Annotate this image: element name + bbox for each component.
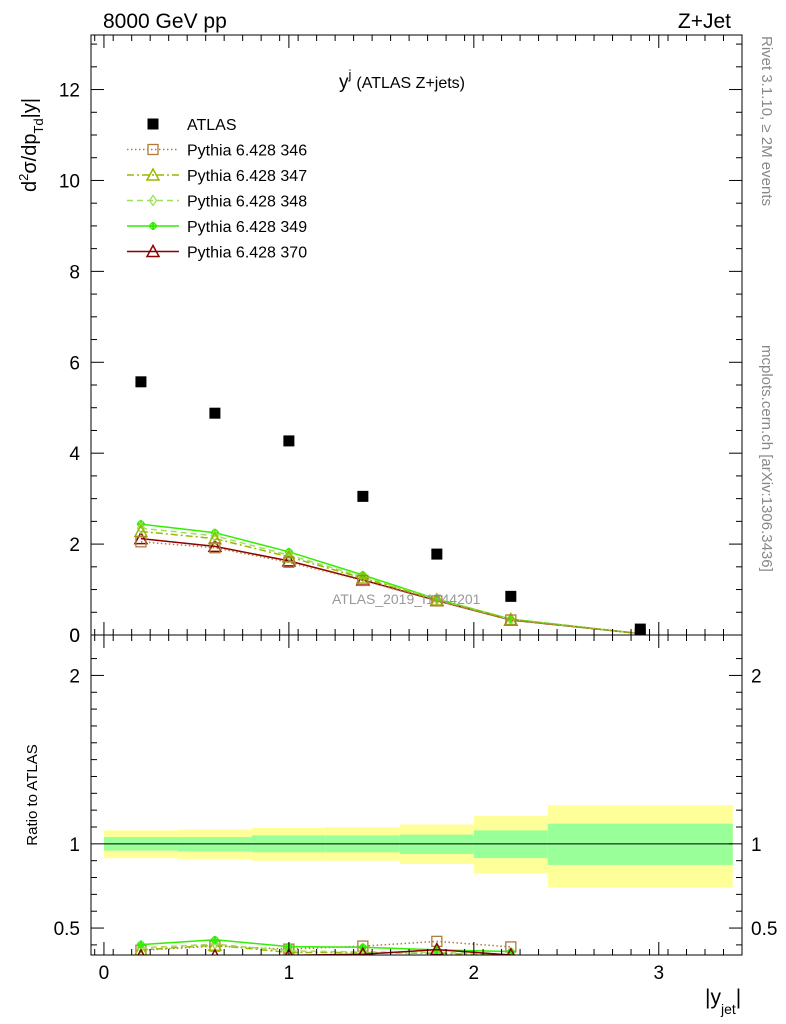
axis-ticks [91,35,742,955]
ratio-uncertainty-bands [103,805,733,888]
data-point [207,531,223,545]
legend-item: Pythia 6.428 348 [127,194,307,211]
legend-label: ATLAS [187,117,237,134]
legend-marker [145,167,161,181]
data-point [281,549,297,563]
ratio-y-tick-label: 0.5 [54,919,80,940]
series-pythia-6-428-348 [136,522,645,635]
y-tick-label: 8 [69,262,80,283]
mcplots-label: mcplots.cern.ch [arXiv:1306.3436] [758,345,775,572]
plot-title-main: y [339,72,349,93]
x-tick-label: 3 [653,963,664,984]
x-tick-label: 2 [469,963,480,984]
legend-item: Pythia 6.428 346 [127,143,307,160]
legend-label: Pythia 6.428 346 [187,143,307,160]
ratio-series-pythia-6-428-347 [134,937,515,955]
ratio-y-tick-label-right: 2 [751,666,762,687]
legend-marker [147,143,159,156]
ratio-y-tick-label: 1 [69,835,80,856]
plot-title: yj (ATLAS Z+jets) [339,67,465,93]
data-point [210,529,220,543]
y-tick-label: 12 [59,81,80,102]
y-tick-label: 0 [69,626,80,647]
plot-title-sub: (ATLAS Z+jets) [356,75,465,92]
main-panel-series [133,376,646,635]
plot-title-superscript: j [348,67,352,82]
data-point [505,614,517,626]
ylabel-td: Td [31,118,46,133]
rivet-version-label: Rivet 3.1.10, ≥ 2M events [758,36,775,206]
legend: ATLAS Pythia 6.428 346 Pythia 6.428 347 Pyt… [127,117,307,262]
ratio-y-axis-label: Ratio to ATLAS [24,744,41,845]
data-point [209,407,221,419]
y-tick-label: 10 [59,171,80,192]
ratio-point [358,946,368,955]
data-point [284,548,294,562]
data-point [431,548,443,560]
data-point [431,595,443,607]
data-point [429,592,445,606]
ylabel-y: |y| [19,98,41,118]
data-point [283,556,295,568]
legend-item: Pythia 6.428 349 [127,219,307,236]
data-point [135,376,147,388]
ratio-y-tick-label-right: 1 [751,835,762,856]
series-line [140,530,641,635]
series-atlas [135,376,646,635]
x-tick-label: 0 [99,963,110,984]
ylabel-sigma: σ/dp [19,134,41,174]
data-point [357,574,369,587]
xlabel-bar: | [736,986,741,1009]
data-point [135,536,147,548]
x-axis-label: |yjet| [705,986,741,1017]
ratio-point [358,945,368,955]
legend-marker [145,243,161,258]
legend-item: ATLAS [147,117,237,134]
analysis-watermark: ATLAS_2019_I1744201 [332,591,481,607]
y-tick-label-zero-edge: 0 [69,626,80,647]
data-point [281,553,297,567]
legend-label: Pythia 6.428 349 [187,219,307,236]
legend-label: Pythia 6.428 347 [187,168,307,185]
xlabel-jet: jet [720,1001,736,1017]
ratio-line [140,943,511,955]
ylabel-2: 2 [16,174,31,181]
data-point [505,590,517,602]
data-point [209,542,221,554]
y-tick-label: 4 [69,444,80,465]
header-left: 8000 GeV pp [103,10,227,33]
main-y-axis-label: d2σ/dpTd|y| [16,98,46,192]
ratio-panel-series [134,935,517,955]
data-point [207,538,223,553]
legend-marker [149,222,157,230]
legend-marker [148,194,158,207]
data-point [357,490,369,502]
legend-marker [147,118,159,130]
legend-label: Pythia 6.428 370 [187,245,307,262]
data-point [133,531,149,545]
data-point [136,522,146,535]
x-tick-label: 1 [284,963,295,984]
ratio-point [136,940,145,949]
data-point [283,435,295,447]
ratio-line [140,944,511,955]
legend-item: Pythia 6.428 370 [127,243,307,262]
y-tick-label: 2 [69,535,80,556]
ylabel-d: d [19,181,41,192]
header-right: Z+Jet [678,10,731,33]
data-point [634,623,646,635]
ratio-y-tick-label-right: 0.5 [751,919,777,940]
ratio-series-pythia-6-428-348 [136,937,516,955]
ratio-panel-frame [90,634,743,956]
y-tick-label: 6 [69,353,80,374]
xlabel-y: |y [705,986,721,1009]
data-point [355,570,371,584]
ratio-point [210,935,219,944]
legend-item: Pythia 6.428 347 [127,167,307,185]
ratio-y-tick-label: 2 [69,666,80,687]
legend-label: Pythia 6.428 348 [187,194,307,211]
